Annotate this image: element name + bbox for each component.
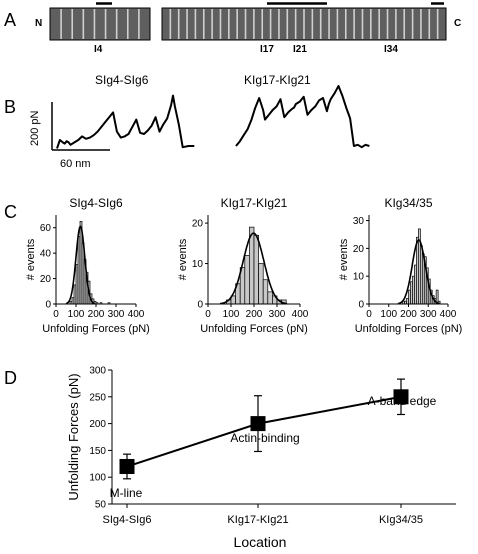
y-tick-label: 150 [89, 446, 106, 457]
panel-d-letter: D [4, 368, 17, 388]
domain-label-i4: I4 [94, 44, 103, 55]
panel-b: B SIg4-SIg6 KIg17-KIg21 200 pN 60 nm [4, 73, 370, 170]
x-tick-label: 200 [246, 309, 263, 320]
x-tick-label: 400 [128, 309, 145, 320]
data-point-marker [250, 416, 266, 432]
y-tick-label: 40 [40, 249, 52, 260]
panel-c-letter: C [4, 202, 17, 222]
histogram-x-label: Unfolding Forces (pN) [355, 323, 463, 335]
histogram-sig4-6: SIg4-SIg6 0 100 200 300 400 0 20 40 60 Unfolding F… [25, 196, 150, 335]
scale-label-length: 60 nm [60, 158, 91, 170]
histogram-y-label: # events [177, 238, 189, 280]
gaussian-fit-curve [220, 232, 288, 305]
y-tick-label: 300 [89, 366, 106, 377]
y-tick-label: 10 [353, 272, 365, 283]
x-tick-label: 0 [205, 309, 211, 320]
y-tick-label: 20 [353, 244, 365, 255]
c-terminus-label: C [454, 18, 461, 29]
panel-d: D M-line Actin-binding A-band edge 50 100 150… [4, 366, 456, 550]
panel-b-letter: B [4, 97, 16, 117]
trace-label-kig17-21: KIg17-KIg21 [244, 73, 311, 87]
x-category-label: SIg4-SIg6 [103, 514, 152, 526]
y-tick-label: 0 [45, 300, 51, 311]
histogram-bar [253, 234, 259, 305]
gaussian-fit-curve [65, 225, 95, 305]
y-tick-label: 50 [95, 500, 107, 511]
force-trace-line [56, 94, 195, 149]
x-category-label: KIg17-KIg21 [227, 514, 288, 526]
y-tick-label: 200 [89, 419, 106, 430]
summary-y-label: Unfolding Forces (pN) [66, 373, 81, 500]
histogram-bar [258, 263, 264, 305]
trace-label-sig4-6: SIg4-SIg6 [95, 73, 149, 87]
y-tick-label: 0 [358, 300, 364, 311]
x-tick-label: 300 [269, 309, 286, 320]
histogram-bar [262, 279, 269, 305]
panel-a-letter: A [4, 10, 16, 30]
x-tick-label: 100 [68, 309, 85, 320]
point-annotation: M-line [110, 486, 143, 500]
y-tick-label: 20 [40, 274, 52, 285]
y-tick-label: 30 [353, 216, 365, 227]
x-category-label: KIg34/35 [379, 514, 423, 526]
x-tick-label: 300 [420, 309, 437, 320]
histogram-y-label: # events [338, 238, 350, 280]
summary-plot: M-line Actin-binding A-band edge 50 100 150 20… [66, 366, 456, 550]
x-tick-label: 0 [53, 309, 59, 320]
y-tick-label: 60 [40, 223, 52, 234]
summary-x-label: Location [234, 534, 287, 550]
force-traces [56, 85, 370, 149]
histogram-title: KIg34/35 [384, 196, 432, 210]
x-tick-label: 400 [440, 309, 457, 320]
x-tick-label: 200 [400, 309, 417, 320]
point-annotation: Actin-binding [230, 431, 299, 445]
scale-label-force: 200 pN [29, 110, 41, 146]
data-point-marker [393, 389, 409, 405]
histogram-bar [267, 291, 273, 305]
gaussian-fit-curve [397, 239, 440, 305]
y-tick-label: 10 [192, 259, 204, 270]
point-annotation: A-band edge [368, 394, 437, 408]
x-tick-label: 400 [292, 309, 309, 320]
histogram-x-label: Unfolding Forces (pN) [200, 323, 308, 335]
y-tick-label: 100 [89, 473, 106, 484]
data-point-marker [119, 458, 135, 474]
x-tick-label: 100 [223, 309, 240, 320]
histogram-x-label: Unfolding Forces (pN) [42, 323, 150, 335]
x-tick-label: 100 [380, 309, 397, 320]
y-tick-label: 250 [89, 392, 106, 403]
histogram-kig34-35: KIg34/35 0 100 200 300 400 0 10 20 30 Unfolding Fo… [338, 196, 462, 335]
domain-separators-right [169, 9, 439, 39]
force-trace-line [235, 85, 370, 149]
domain-label-i17: I17 [260, 44, 274, 55]
n-terminus-label: N [35, 18, 42, 29]
panel-a: A N C I4 I17 I21 I34 [4, 2, 461, 55]
y-tick-label: 20 [192, 219, 204, 230]
x-tick-label: 0 [366, 309, 372, 320]
histogram-title: KIg17-KIg21 [221, 196, 288, 210]
y-tick-label: 0 [197, 300, 203, 311]
histogram-bar [244, 255, 250, 305]
domain-label-i34: I34 [384, 44, 398, 55]
domain-label-i21: I21 [293, 44, 307, 55]
histogram-title: SIg4-SIg6 [69, 196, 123, 210]
x-tick-label: 300 [108, 309, 125, 320]
histogram-kig17-21: KIg17-KIg21 0 100 200 300 400 0 10 20 Unfolding F… [177, 196, 309, 335]
x-tick-label: 200 [88, 309, 105, 320]
domain-separators-left [60, 9, 140, 39]
domain-bar-left [49, 7, 151, 41]
histogram-y-label: # events [25, 238, 37, 280]
